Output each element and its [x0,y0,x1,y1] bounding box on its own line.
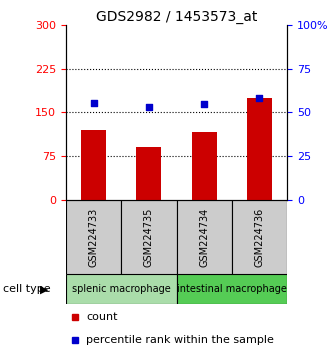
Bar [177,200,232,274]
Text: GSM224736: GSM224736 [254,207,264,267]
Text: GSM224735: GSM224735 [144,207,154,267]
Bar [66,200,121,274]
Bar [192,132,216,200]
Text: percentile rank within the sample: percentile rank within the sample [86,335,274,346]
Text: GSM224734: GSM224734 [199,207,209,267]
Bar [177,274,287,304]
Bar [121,200,177,274]
Text: GSM224733: GSM224733 [89,207,99,267]
Point [257,96,262,101]
Bar [137,147,161,200]
Text: splenic macrophage: splenic macrophage [72,284,171,295]
Bar [232,200,287,274]
Text: intestinal macrophage: intestinal macrophage [177,284,287,295]
Point [91,100,96,105]
Point [202,101,207,107]
Bar [247,98,272,200]
Title: GDS2982 / 1453573_at: GDS2982 / 1453573_at [96,10,257,24]
Bar [66,274,177,304]
Text: cell type: cell type [3,284,51,295]
Bar [81,130,106,200]
Point [146,104,151,110]
Text: ▶: ▶ [40,284,49,295]
Text: count: count [86,312,117,322]
